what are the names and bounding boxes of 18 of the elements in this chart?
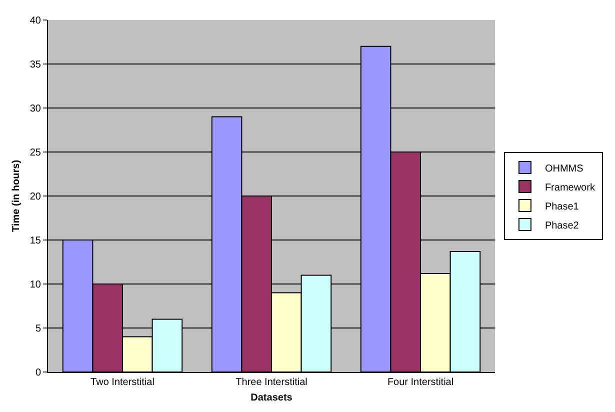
y-tick-label: 25 (30, 148, 42, 158)
legend-label: Phase2 (544, 220, 580, 232)
y-tick-label: 40 (30, 16, 42, 26)
y-tick-label: 35 (30, 60, 42, 70)
y-axis-title: Time (in hours) (10, 160, 22, 232)
legend-label: OHMMS (544, 163, 584, 174)
y-tick-label: 20 (30, 192, 42, 202)
x-tick-label: Three Interstitial (236, 377, 308, 388)
y-tick-label: 5 (35, 324, 42, 334)
x-tick-label: Two Interstitial (90, 377, 154, 388)
legend-label: Phase1 (544, 201, 580, 212)
y-tick-label: 30 (30, 104, 42, 114)
legend-label: Framework (544, 182, 596, 194)
y-tick-label: 0 (35, 368, 42, 378)
x-axis-title: Datasets (250, 392, 293, 404)
y-tick-label: 15 (30, 236, 42, 246)
y-tick-label: 10 (30, 280, 42, 290)
x-tick-label: Four Interstitial (387, 377, 454, 388)
